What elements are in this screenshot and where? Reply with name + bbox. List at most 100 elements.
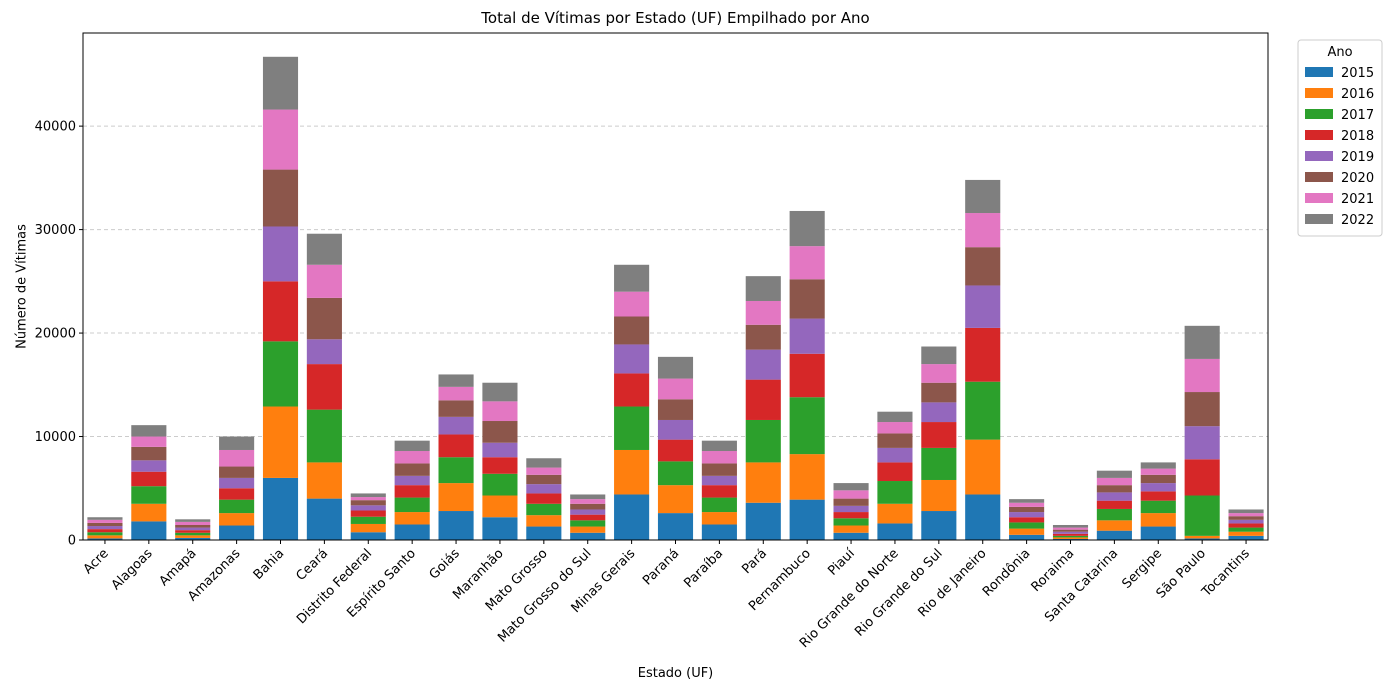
bar-segment [1052,537,1089,539]
bar-segment [1009,502,1045,507]
legend-title: Ano [1327,45,1352,60]
bar-segment [306,409,342,463]
bar-segment [1140,468,1176,475]
x-tick-label: Bahia [251,546,288,583]
bar-segment [1009,528,1045,535]
bar-segment [482,401,518,422]
x-tick-label: Ceará [293,546,331,584]
bar-segment [1096,508,1132,521]
bar-segment [570,509,606,515]
x-tick-label: Acre [81,546,112,577]
x-axis-title: Estado (UF) [638,666,714,681]
bar-segment [219,449,255,467]
y-tick-label: 0 [68,534,76,549]
bar-segment [1184,426,1220,460]
bar-segment [921,511,957,540]
legend-swatch [1305,172,1333,182]
bar-segment [701,524,737,540]
bar-segment [745,324,781,350]
bar-segment [877,433,913,448]
bar-segment [570,532,606,540]
bar-segment [1184,358,1220,393]
bar-segment [350,516,386,524]
bar-segment [789,246,825,280]
x-tick-label: Amapá [157,546,200,589]
bar-segment [877,422,913,434]
bar-segment [482,457,518,474]
legend-entry: 2021 [1341,192,1374,207]
bar-segment [87,538,123,540]
bar-segment [789,499,825,540]
bar-segment [965,213,1001,248]
bar-segment [1140,474,1176,484]
bar-segment [526,484,562,494]
chart-title: Total de Vítimas por Estado (UF) Empilha… [480,9,869,27]
bar-segment [306,297,342,340]
bar-segment [701,463,737,476]
bar-segment [526,515,562,527]
bar-segment [1096,470,1132,478]
legend-swatch [1305,109,1333,119]
bar-segment [394,512,430,525]
bar-segment [614,406,650,450]
bar-segment [219,436,255,450]
bar-segment [262,226,299,282]
bar-segment [438,434,474,458]
bar-segment [1140,500,1176,514]
legend-swatch [1305,67,1333,77]
bar-segment [1228,509,1264,514]
bar-segment [657,439,694,462]
bar-segment [394,440,430,452]
bar-segment [1140,526,1176,540]
bar-segment [1228,527,1264,532]
bar-segment [1228,535,1264,540]
bar-segment [570,499,606,504]
bar-segment [482,382,518,402]
bar-segment [262,477,299,540]
legend-entry: 2018 [1341,129,1374,144]
bar-segment [438,400,474,417]
legend-swatch [1305,214,1333,224]
bar-segment [965,247,1001,286]
bar-segment [701,485,737,498]
bar-segment [175,527,211,531]
bar-segment [614,449,650,495]
y-axis-title: Número de Vítimas [15,224,30,349]
bar-segment [921,382,957,403]
bar-segment [1184,495,1220,536]
bar-segment [833,490,869,499]
bar-segment [965,285,1001,328]
x-tick-label: Goiás [427,546,463,582]
bar-segment [219,525,255,540]
bar-segment [131,486,167,504]
bar-segment [657,378,694,400]
bar-segment [131,436,167,447]
bar-segment [965,494,1001,540]
x-tick-label: Pará [739,546,770,577]
bar-segment [921,422,957,448]
bar-segment [306,498,342,540]
bar-segment [877,481,913,504]
bars [87,56,1264,540]
bar-segment [175,537,211,540]
bar-segment [350,510,386,517]
bar-segment [833,505,869,513]
x-tick-label: Piauí [825,546,858,579]
bar-segment [614,344,650,374]
bar-segment [1096,492,1132,501]
bar-segment [745,379,781,420]
bar-segment [482,517,518,540]
x-tick-label: Rondônia [980,546,1034,600]
bar-segment [87,529,123,533]
bar-segment [789,279,825,319]
bar-segment [877,503,913,524]
bar-segment [87,532,123,536]
bar-segment [482,442,518,458]
bar-segment [1140,491,1176,501]
bar-segment [614,316,650,345]
bar-segment [570,514,606,521]
bar-segment [921,346,957,365]
legend-entry: 2020 [1341,171,1374,186]
bar-segment [1096,500,1132,509]
